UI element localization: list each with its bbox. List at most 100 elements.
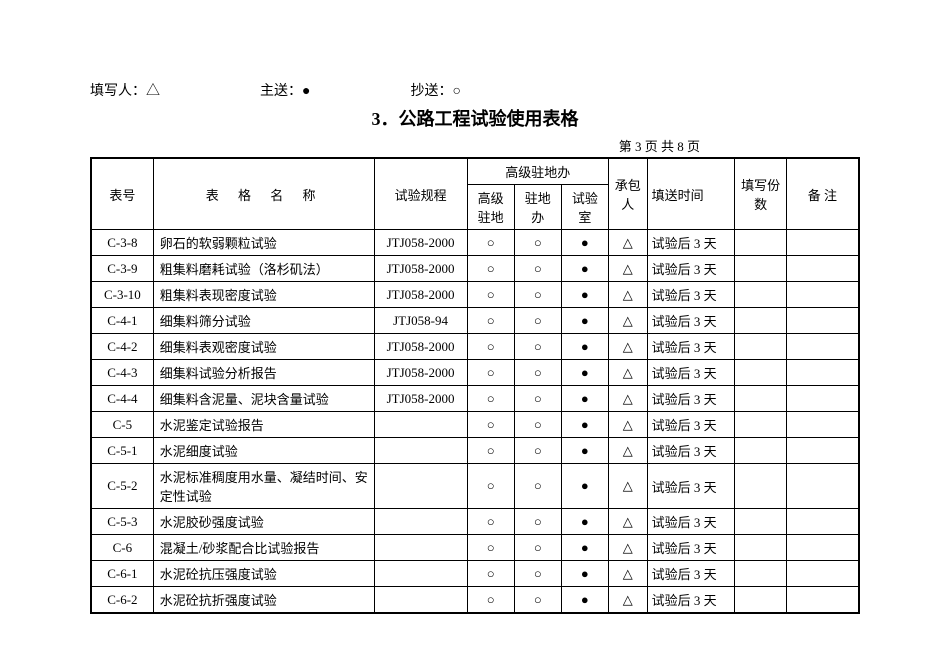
cell-spec: JTJ058-2000 [374,230,467,256]
cell-contractor: △ [608,438,647,464]
table-row: C-3-10粗集料表现密度试验JTJ058-2000○○●△试验后 3 天 [91,282,859,308]
cell-time: 试验后 3 天 [647,334,735,360]
cell-time: 试验后 3 天 [647,256,735,282]
cell-lab: ● [561,360,608,386]
cell-contractor: △ [608,360,647,386]
cell-lab: ● [561,256,608,282]
cell-count [735,464,786,509]
main-send-legend: 主送：● [260,80,310,100]
cell-id: C-5-1 [91,438,153,464]
cell-spec [374,412,467,438]
cell-station: ○ [514,438,561,464]
cell-time: 试验后 3 天 [647,438,735,464]
cell-name: 水泥鉴定试验报告 [153,412,374,438]
cell-senior: ○ [467,308,514,334]
cell-id: C-6-2 [91,587,153,614]
cell-time: 试验后 3 天 [647,509,735,535]
cell-id: C-4-4 [91,386,153,412]
cell-remark [786,561,859,587]
cell-senior: ○ [467,256,514,282]
cell-senior: ○ [467,282,514,308]
filler-legend: 填写人：△ [90,80,160,100]
cell-remark [786,587,859,614]
cell-time: 试验后 3 天 [647,587,735,614]
cell-count [735,230,786,256]
table-row: C-4-1细集料筛分试验JTJ058-94○○●△试验后 3 天 [91,308,859,334]
cell-name: 粗集料表现密度试验 [153,282,374,308]
cell-lab: ● [561,509,608,535]
cell-spec: JTJ058-2000 [374,386,467,412]
cc-label: 抄送： [410,84,452,99]
cell-count [735,587,786,614]
cell-count [735,412,786,438]
cell-remark [786,438,859,464]
cell-contractor: △ [608,535,647,561]
col-station-header: 驻地办 [514,185,561,230]
cell-count [735,561,786,587]
table-row: C-4-4细集料含泥量、泥块含量试验JTJ058-2000○○●△试验后 3 天 [91,386,859,412]
cell-spec: JTJ058-2000 [374,360,467,386]
page-title: 3．公路工程试验使用表格 [90,105,860,131]
cell-spec [374,535,467,561]
cell-name: 混凝土/砂浆配合比试验报告 [153,535,374,561]
table-row: C-3-9粗集料磨耗试验（洛杉矶法）JTJ058-2000○○●△试验后 3 天 [91,256,859,282]
cell-name: 细集料试验分析报告 [153,360,374,386]
cell-lab: ● [561,587,608,614]
cell-count [735,360,786,386]
filled-circle-icon: ● [302,84,310,99]
col-name-header: 表 格 名 称 [153,158,374,230]
cell-spec [374,509,467,535]
cell-count [735,308,786,334]
cell-lab: ● [561,308,608,334]
cell-count [735,535,786,561]
cell-spec: JTJ058-2000 [374,256,467,282]
page-info: 第 3 页 共 8 页 [90,136,700,155]
cell-spec [374,464,467,509]
cell-lab: ● [561,464,608,509]
filler-label: 填写人： [90,84,146,99]
cell-id: C-4-3 [91,360,153,386]
legend-row: 填写人：△ 主送：● 抄送：○ [90,80,860,100]
cell-station: ○ [514,464,561,509]
cell-contractor: △ [608,282,647,308]
cell-senior: ○ [467,334,514,360]
test-table: 表号 表 格 名 称 试验规程 高级驻地办 承包人 填送时间 填写份数 备 注 … [90,157,860,614]
cell-lab: ● [561,334,608,360]
cell-contractor: △ [608,334,647,360]
cell-count [735,509,786,535]
table-row: C-4-3细集料试验分析报告JTJ058-2000○○●△试验后 3 天 [91,360,859,386]
cell-contractor: △ [608,230,647,256]
cell-name: 水泥标准稠度用水量、凝结时间、安定性试验 [153,464,374,509]
cell-senior: ○ [467,464,514,509]
cell-station: ○ [514,412,561,438]
col-spec-header: 试验规程 [374,158,467,230]
cell-name: 水泥细度试验 [153,438,374,464]
col-senior-header: 高级驻地 [467,185,514,230]
cell-spec [374,438,467,464]
cell-id: C-5-2 [91,464,153,509]
cell-lab: ● [561,535,608,561]
cell-station: ○ [514,230,561,256]
cc-legend: 抄送：○ [410,80,460,100]
cell-spec: JTJ058-2000 [374,334,467,360]
cell-contractor: △ [608,386,647,412]
cell-count [735,386,786,412]
cell-time: 试验后 3 天 [647,282,735,308]
cell-lab: ● [561,412,608,438]
col-senior-group-header: 高级驻地办 [467,158,608,185]
cell-contractor: △ [608,308,647,334]
cell-id: C-4-1 [91,308,153,334]
cell-contractor: △ [608,561,647,587]
col-time-header: 填送时间 [647,158,735,230]
col-remark-header: 备 注 [786,158,859,230]
cell-remark [786,386,859,412]
cell-id: C-4-2 [91,334,153,360]
circle-icon: ○ [452,84,460,99]
cell-remark [786,509,859,535]
cell-spec: JTJ058-2000 [374,282,467,308]
triangle-icon: △ [146,84,160,99]
cell-count [735,334,786,360]
col-contractor-header: 承包人 [608,158,647,230]
col-lab-header: 试验室 [561,185,608,230]
cell-time: 试验后 3 天 [647,360,735,386]
